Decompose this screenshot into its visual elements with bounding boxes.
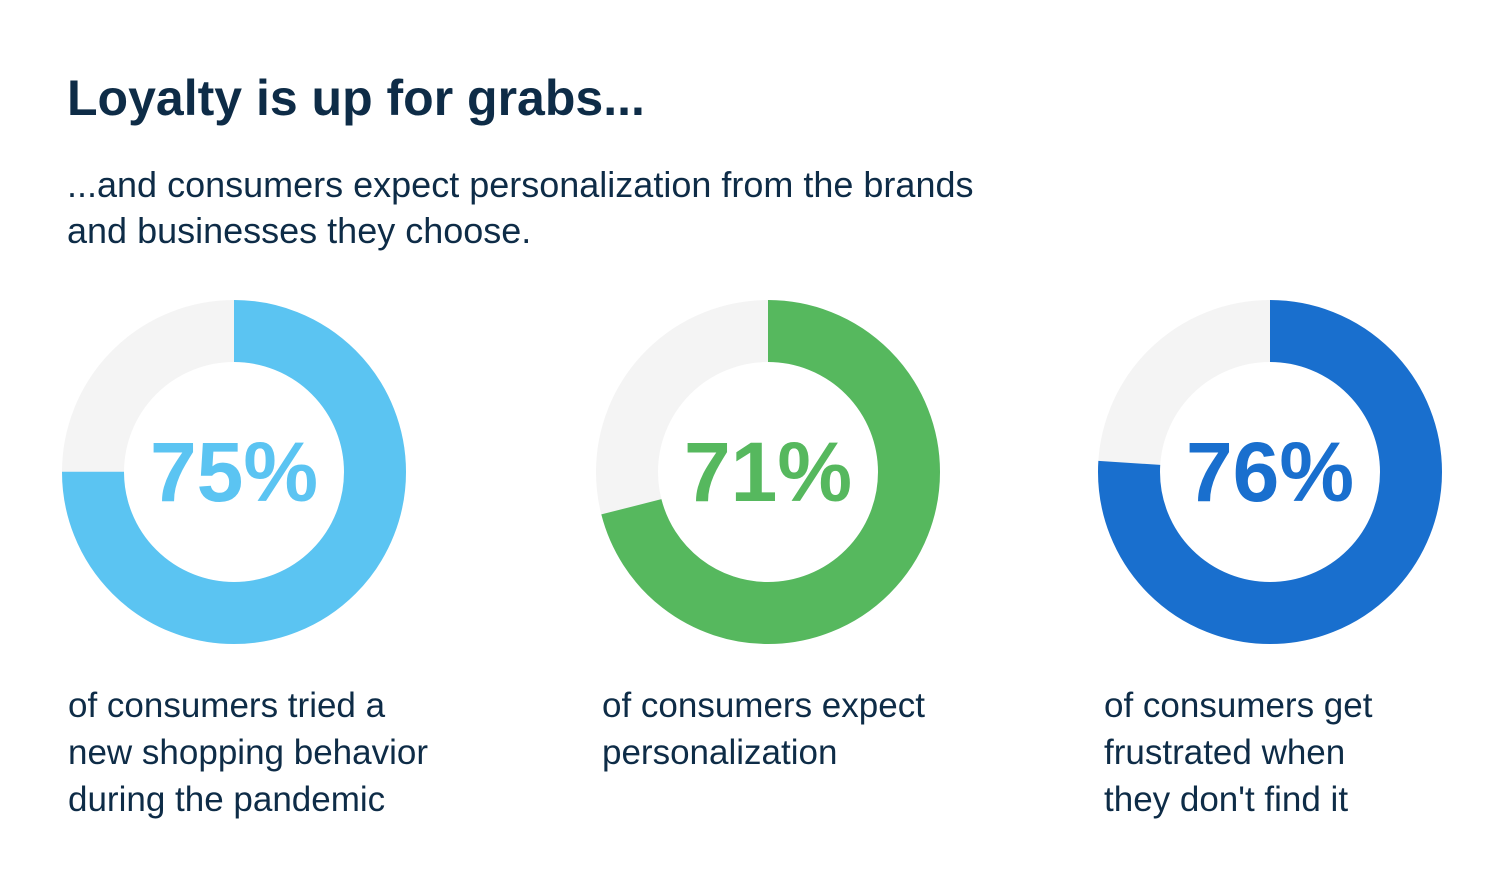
stat-caption: of consumers get frustrated when they do… <box>1104 682 1510 823</box>
donut-chart-2: 71% <box>596 300 940 644</box>
page-subtitle: ...and consumers expect personalization … <box>67 162 1167 254</box>
stat-card-3: 76% of consumers get frustrated when the… <box>1098 300 1510 840</box>
caption-line: of consumers expect <box>602 686 925 725</box>
donut-value-label: 71% <box>684 425 852 519</box>
donut-arc <box>596 300 940 644</box>
caption-line: of consumers get <box>1104 686 1373 725</box>
donut-chart-3: 76% <box>1098 300 1442 644</box>
stat-card-1: 75% of consumers tried a new shopping be… <box>62 300 502 840</box>
donut-chart-1: 75% <box>62 300 406 644</box>
donut-arc <box>62 300 406 644</box>
stat-caption: of consumers expect personalization <box>602 682 1032 776</box>
page-title: Loyalty is up for grabs... <box>67 70 645 126</box>
donut-value-label: 76% <box>1186 425 1354 519</box>
caption-line: new shopping behavior <box>68 733 428 772</box>
caption-line: during the pandemic <box>68 780 386 819</box>
stat-caption: of consumers tried a new shopping behavi… <box>68 682 498 823</box>
subtitle-line: ...and consumers expect personalization … <box>67 164 974 205</box>
caption-line: they don't find it <box>1104 780 1349 819</box>
donut-arc <box>1098 300 1442 644</box>
donut-value-label: 75% <box>150 425 318 519</box>
stat-card-2: 71% of consumers expect personalization <box>596 300 1036 840</box>
subtitle-line: and businesses they choose. <box>67 210 532 251</box>
caption-line: of consumers tried a <box>68 686 386 725</box>
caption-line: personalization <box>602 733 838 772</box>
caption-line: frustrated when <box>1104 733 1346 772</box>
